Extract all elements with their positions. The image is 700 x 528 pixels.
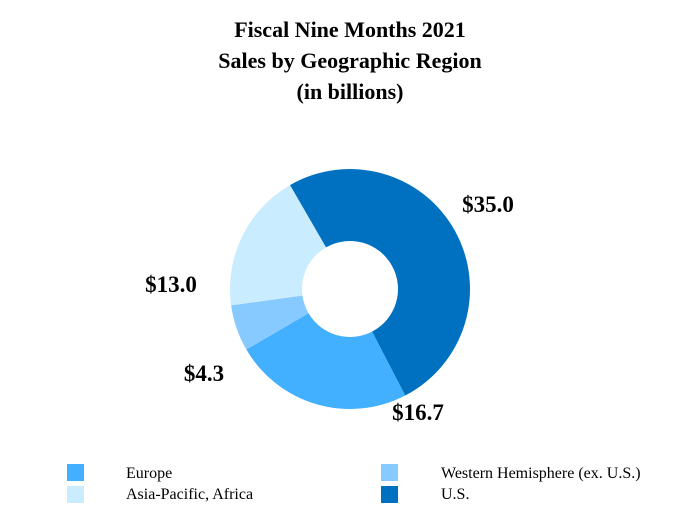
- legend-swatch: [67, 486, 84, 503]
- legend-label: Western Hemisphere (ex. U.S.): [441, 465, 641, 482]
- legend-label: U.S.: [441, 486, 470, 503]
- chart-title: Fiscal Nine Months 2021 Sales by Geograp…: [0, 14, 700, 107]
- chart-title-line-1: Fiscal Nine Months 2021: [234, 17, 466, 42]
- legend-label: Europe: [126, 465, 173, 482]
- chart-title-line-3: (in billions): [296, 79, 404, 104]
- slice-western-hemisphere-ex-u-s: [231, 295, 309, 350]
- legend-swatch: [381, 464, 398, 481]
- slice-europe: [246, 313, 406, 409]
- chart-title-line-2: Sales by Geographic Region: [218, 48, 482, 73]
- data-label: $16.7: [392, 400, 444, 425]
- slice-asia-pacific-africa: [230, 185, 326, 306]
- slice-u-s: [290, 169, 470, 396]
- data-label: $4.3: [184, 361, 224, 386]
- legend-swatch: [67, 464, 84, 481]
- data-label: $35.0: [462, 192, 514, 217]
- legend-swatch: [381, 486, 398, 503]
- legend-label: Asia-Pacific, Africa: [126, 486, 254, 503]
- data-label: $13.0: [145, 272, 197, 297]
